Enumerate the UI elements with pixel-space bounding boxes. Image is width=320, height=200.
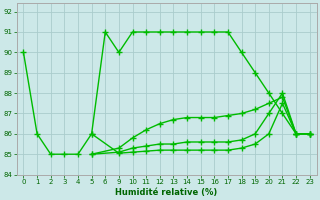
X-axis label: Humidité relative (%): Humidité relative (%)	[116, 188, 218, 197]
